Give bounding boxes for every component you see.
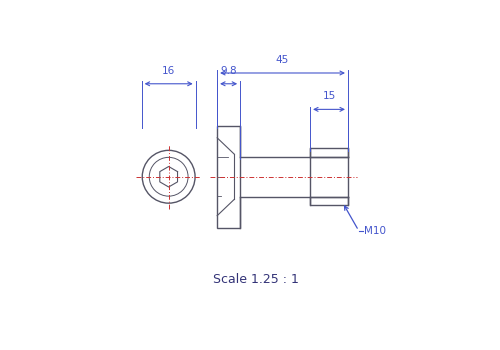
Text: M10: M10 — [364, 226, 386, 236]
Text: 16: 16 — [162, 66, 175, 76]
Bar — [217, 126, 240, 228]
Text: 9.8: 9.8 — [220, 66, 237, 76]
Bar — [310, 148, 348, 205]
Text: Scale 1.25 : 1: Scale 1.25 : 1 — [214, 273, 299, 286]
Text: 45: 45 — [276, 55, 289, 65]
Text: 15: 15 — [322, 91, 336, 101]
